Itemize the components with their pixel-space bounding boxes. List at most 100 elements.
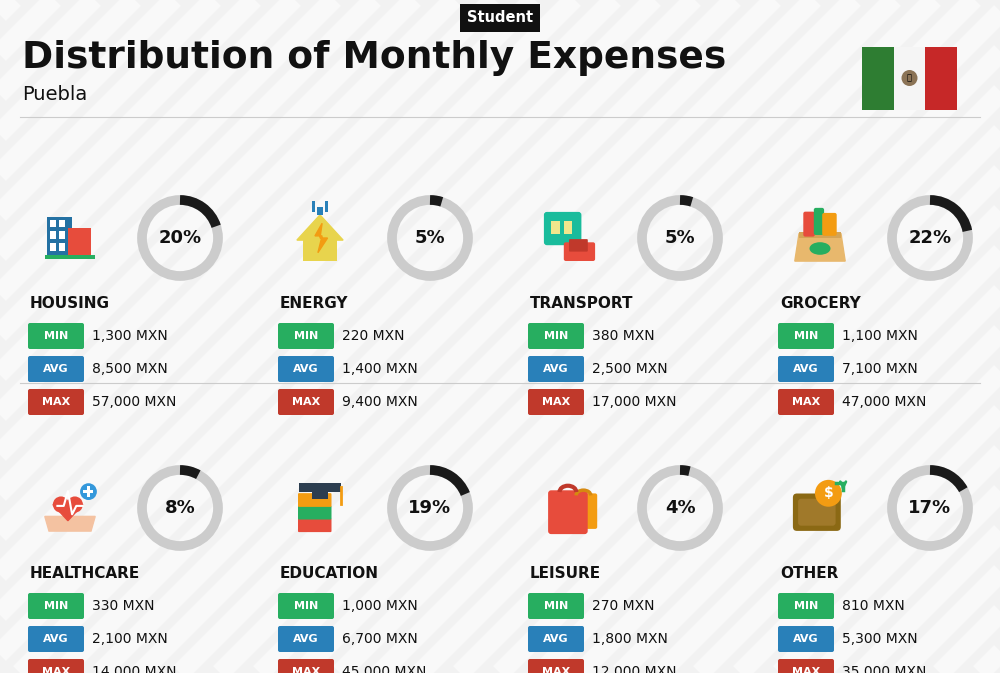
- Text: 19%: 19%: [408, 499, 452, 517]
- Text: 6,700 MXN: 6,700 MXN: [342, 632, 418, 646]
- FancyBboxPatch shape: [778, 356, 834, 382]
- Ellipse shape: [67, 497, 83, 513]
- FancyBboxPatch shape: [325, 201, 328, 212]
- Polygon shape: [795, 234, 845, 261]
- Text: HOUSING: HOUSING: [30, 295, 110, 310]
- Text: 57,000 MXN: 57,000 MXN: [92, 395, 176, 409]
- FancyBboxPatch shape: [814, 208, 824, 235]
- Text: 2,500 MXN: 2,500 MXN: [592, 362, 668, 376]
- FancyBboxPatch shape: [59, 219, 65, 227]
- Text: HEALTHCARE: HEALTHCARE: [30, 565, 140, 581]
- Text: 1,100 MXN: 1,100 MXN: [842, 329, 918, 343]
- Text: AVG: AVG: [293, 364, 319, 374]
- FancyBboxPatch shape: [59, 243, 65, 250]
- FancyBboxPatch shape: [822, 213, 837, 236]
- Text: MIN: MIN: [294, 601, 318, 611]
- FancyBboxPatch shape: [564, 242, 595, 261]
- Text: MAX: MAX: [542, 397, 570, 407]
- Text: 380 MXN: 380 MXN: [592, 329, 655, 343]
- FancyBboxPatch shape: [50, 219, 56, 227]
- Text: TRANSPORT: TRANSPORT: [530, 295, 634, 310]
- FancyBboxPatch shape: [551, 221, 560, 234]
- Text: Student: Student: [467, 11, 533, 26]
- FancyBboxPatch shape: [299, 483, 341, 492]
- FancyBboxPatch shape: [83, 490, 93, 493]
- Text: 5%: 5%: [665, 229, 695, 247]
- Text: MAX: MAX: [292, 397, 320, 407]
- Text: MAX: MAX: [792, 397, 820, 407]
- FancyBboxPatch shape: [799, 232, 841, 238]
- FancyBboxPatch shape: [278, 593, 334, 619]
- Polygon shape: [45, 516, 95, 531]
- Text: 45,000 MXN: 45,000 MXN: [342, 665, 426, 673]
- Text: 5,300 MXN: 5,300 MXN: [842, 632, 918, 646]
- FancyBboxPatch shape: [28, 593, 84, 619]
- FancyBboxPatch shape: [564, 221, 572, 234]
- Text: 1,000 MXN: 1,000 MXN: [342, 599, 418, 613]
- Text: 7,100 MXN: 7,100 MXN: [842, 362, 918, 376]
- Text: AVG: AVG: [793, 634, 819, 644]
- FancyBboxPatch shape: [298, 493, 332, 507]
- Text: 35,000 MXN: 35,000 MXN: [842, 665, 926, 673]
- FancyBboxPatch shape: [528, 659, 584, 673]
- Text: 17,000 MXN: 17,000 MXN: [592, 395, 676, 409]
- FancyBboxPatch shape: [50, 232, 56, 239]
- FancyBboxPatch shape: [862, 46, 894, 110]
- FancyBboxPatch shape: [778, 389, 834, 415]
- Text: 4%: 4%: [665, 499, 695, 517]
- Polygon shape: [297, 215, 343, 240]
- FancyBboxPatch shape: [87, 487, 90, 497]
- Text: ENERGY: ENERGY: [280, 295, 349, 310]
- Text: 5%: 5%: [415, 229, 445, 247]
- FancyBboxPatch shape: [84, 491, 93, 493]
- FancyBboxPatch shape: [312, 201, 315, 212]
- Circle shape: [902, 70, 918, 86]
- FancyBboxPatch shape: [303, 240, 337, 261]
- Text: MAX: MAX: [42, 667, 70, 673]
- Text: MAX: MAX: [792, 667, 820, 673]
- FancyBboxPatch shape: [87, 486, 90, 497]
- FancyBboxPatch shape: [278, 323, 334, 349]
- Text: Puebla: Puebla: [22, 85, 87, 104]
- Text: 20%: 20%: [158, 229, 202, 247]
- FancyBboxPatch shape: [778, 626, 834, 652]
- Text: MAX: MAX: [292, 667, 320, 673]
- Text: EDUCATION: EDUCATION: [280, 565, 379, 581]
- FancyBboxPatch shape: [28, 626, 84, 652]
- Text: 1,400 MXN: 1,400 MXN: [342, 362, 418, 376]
- FancyBboxPatch shape: [894, 46, 925, 110]
- FancyBboxPatch shape: [278, 356, 334, 382]
- Circle shape: [815, 480, 842, 507]
- Text: 🦅: 🦅: [907, 73, 912, 83]
- FancyBboxPatch shape: [47, 217, 72, 259]
- Text: 270 MXN: 270 MXN: [592, 599, 654, 613]
- FancyBboxPatch shape: [50, 243, 56, 250]
- Text: 17%: 17%: [908, 499, 952, 517]
- FancyBboxPatch shape: [528, 389, 584, 415]
- Polygon shape: [315, 223, 328, 252]
- FancyBboxPatch shape: [528, 356, 584, 382]
- FancyBboxPatch shape: [68, 227, 91, 259]
- FancyBboxPatch shape: [793, 493, 841, 531]
- FancyBboxPatch shape: [298, 518, 332, 532]
- FancyBboxPatch shape: [569, 239, 588, 252]
- Ellipse shape: [810, 242, 830, 255]
- Text: MIN: MIN: [44, 601, 68, 611]
- Text: 47,000 MXN: 47,000 MXN: [842, 395, 926, 409]
- Text: 12,000 MXN: 12,000 MXN: [592, 665, 676, 673]
- FancyBboxPatch shape: [298, 505, 332, 520]
- Text: MIN: MIN: [544, 331, 568, 341]
- FancyBboxPatch shape: [778, 659, 834, 673]
- FancyBboxPatch shape: [28, 659, 84, 673]
- FancyBboxPatch shape: [59, 232, 65, 239]
- FancyBboxPatch shape: [803, 211, 815, 237]
- Polygon shape: [53, 505, 83, 521]
- Text: AVG: AVG: [43, 364, 69, 374]
- Text: AVG: AVG: [43, 634, 69, 644]
- Text: 1,800 MXN: 1,800 MXN: [592, 632, 668, 646]
- Text: MIN: MIN: [794, 601, 818, 611]
- Ellipse shape: [53, 497, 69, 513]
- Text: MIN: MIN: [44, 331, 68, 341]
- FancyBboxPatch shape: [798, 499, 836, 526]
- FancyBboxPatch shape: [528, 626, 584, 652]
